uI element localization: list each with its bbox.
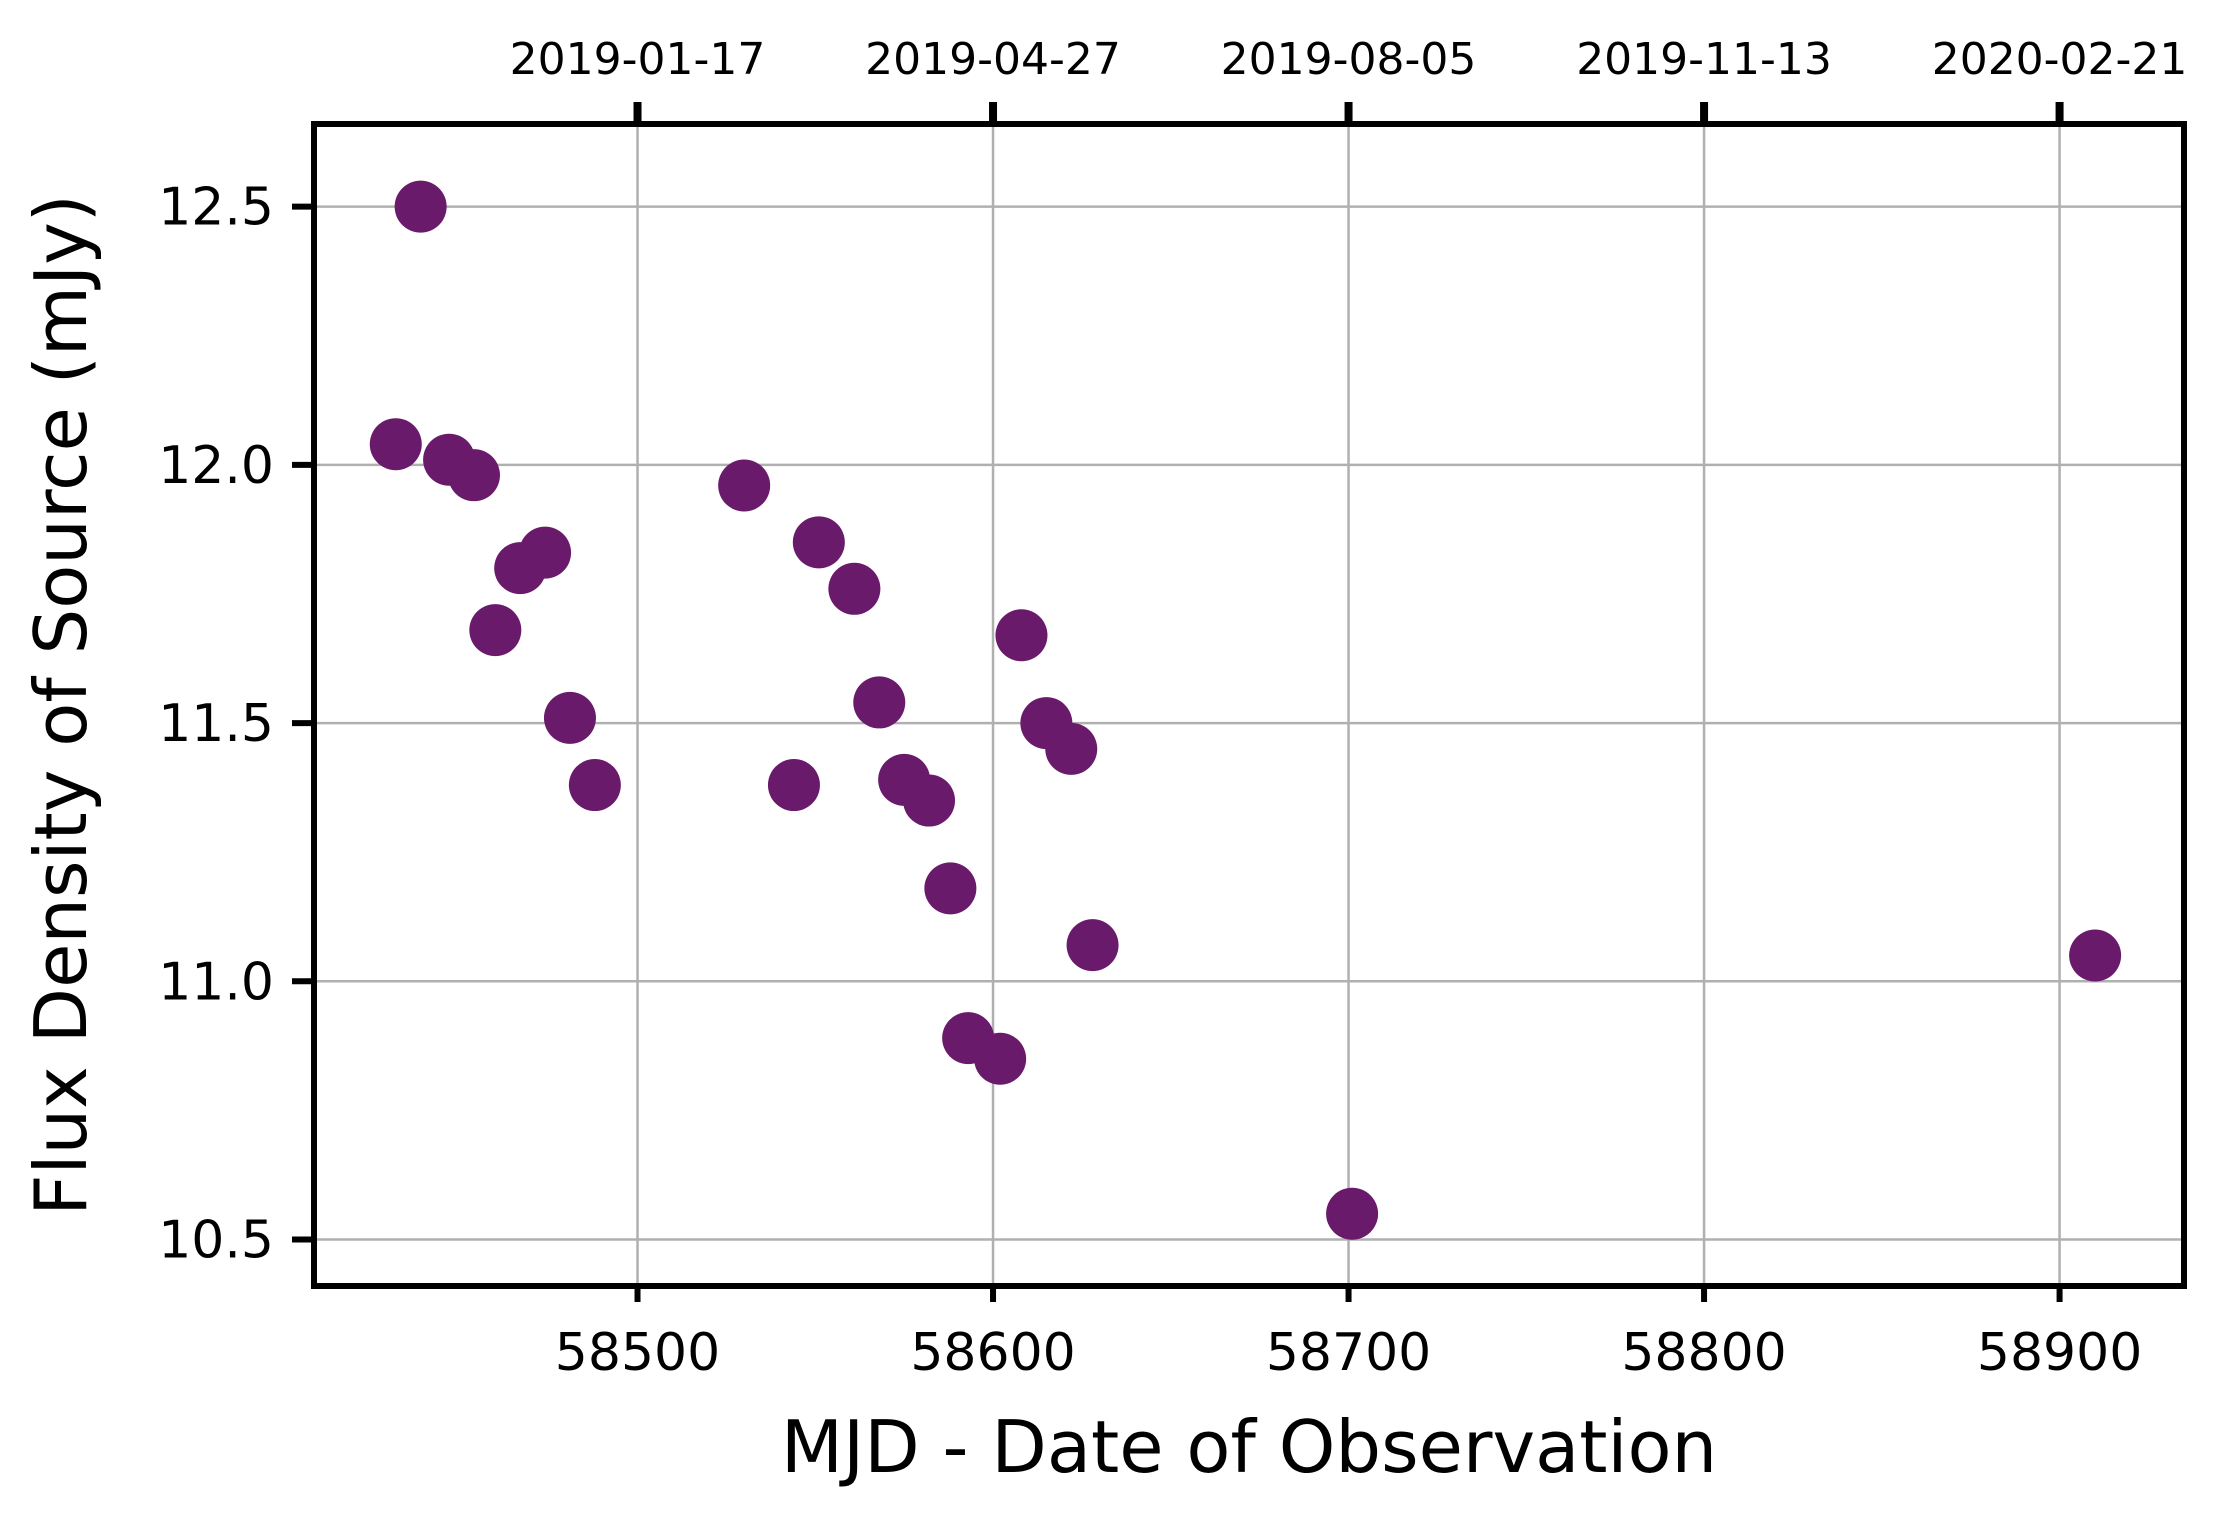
data-point	[924, 862, 977, 915]
top-x-tick-label: 2019-11-13	[1576, 34, 1832, 85]
x-tick-label: 58800	[1621, 1323, 1786, 1383]
x-tick-label: 58700	[1266, 1323, 1431, 1383]
data-point	[447, 449, 500, 502]
x-tick-label: 58900	[1977, 1323, 2142, 1383]
data-point	[1326, 1187, 1379, 1240]
top-x-tick-label: 2019-01-17	[510, 34, 766, 85]
data-point	[369, 418, 422, 471]
data-point	[394, 180, 447, 233]
y-tick-label: 11.5	[158, 694, 274, 754]
y-axis-label: Flux Density of Source (mJy)	[19, 194, 103, 1216]
data-point	[1066, 919, 1119, 972]
data-point	[828, 562, 881, 615]
data-points	[369, 180, 2122, 1240]
top-x-tick-label: 2020-02-21	[1932, 34, 2188, 85]
y-tick-label: 12.5	[158, 178, 274, 238]
data-point	[543, 691, 596, 744]
data-point	[792, 516, 845, 569]
data-point	[718, 459, 771, 512]
top-x-tick-label: 2019-04-27	[865, 34, 1121, 85]
data-point	[853, 676, 906, 729]
y-tick-label: 10.5	[158, 1211, 274, 1271]
data-point	[974, 1032, 1027, 1085]
data-point	[519, 526, 572, 579]
data-point	[1045, 722, 1098, 775]
plot-area-frame	[311, 121, 2187, 1289]
tick-labels: 58500 58600 58700 58800 58900 2019-01-17 2019-…	[158, 34, 2187, 1383]
grid-lines	[314, 124, 2184, 1286]
data-point	[767, 759, 820, 812]
data-point	[568, 759, 621, 812]
x-axis-label: MJD - Date of Observation	[781, 1405, 1717, 1489]
axis-ticks	[292, 102, 2064, 1302]
x-tick-label: 58600	[910, 1323, 1075, 1383]
y-tick-label: 11.0	[158, 952, 274, 1012]
data-point	[2069, 929, 2122, 982]
data-point	[469, 604, 522, 657]
x-tick-label: 58500	[555, 1323, 720, 1383]
top-x-tick-label: 2019-08-05	[1221, 34, 1477, 85]
y-tick-label: 12.0	[158, 436, 274, 496]
data-point	[995, 609, 1048, 662]
data-point	[903, 774, 956, 827]
